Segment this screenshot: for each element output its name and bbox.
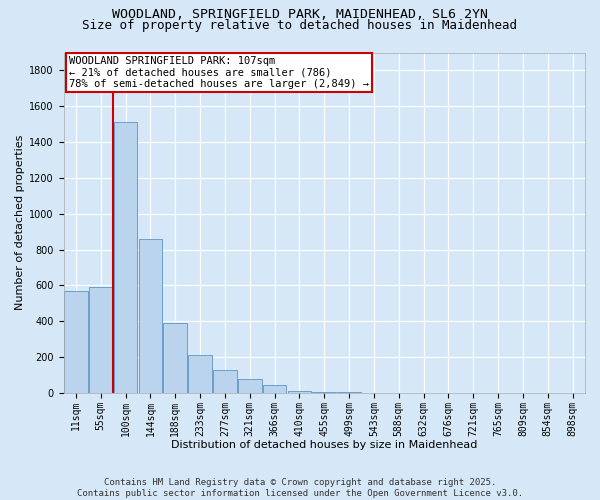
Text: Size of property relative to detached houses in Maidenhead: Size of property relative to detached ho…: [83, 18, 517, 32]
Text: WOODLAND SPRINGFIELD PARK: 107sqm
← 21% of detached houses are smaller (786)
78%: WOODLAND SPRINGFIELD PARK: 107sqm ← 21% …: [69, 56, 369, 89]
Bar: [139, 239, 162, 393]
Bar: [313, 392, 336, 393]
Text: WOODLAND, SPRINGFIELD PARK, MAIDENHEAD, SL6 2YN: WOODLAND, SPRINGFIELD PARK, MAIDENHEAD, …: [112, 8, 488, 20]
Bar: [287, 391, 311, 393]
Bar: [163, 323, 187, 393]
Bar: [89, 287, 113, 393]
Text: Contains HM Land Registry data © Crown copyright and database right 2025.
Contai: Contains HM Land Registry data © Crown c…: [77, 478, 523, 498]
Y-axis label: Number of detached properties: Number of detached properties: [15, 135, 25, 310]
Bar: [213, 370, 237, 393]
Bar: [114, 122, 137, 393]
Bar: [238, 378, 262, 393]
Bar: [337, 392, 361, 393]
Bar: [188, 356, 212, 393]
Bar: [64, 291, 88, 393]
Bar: [263, 385, 286, 393]
X-axis label: Distribution of detached houses by size in Maidenhead: Distribution of detached houses by size …: [171, 440, 478, 450]
